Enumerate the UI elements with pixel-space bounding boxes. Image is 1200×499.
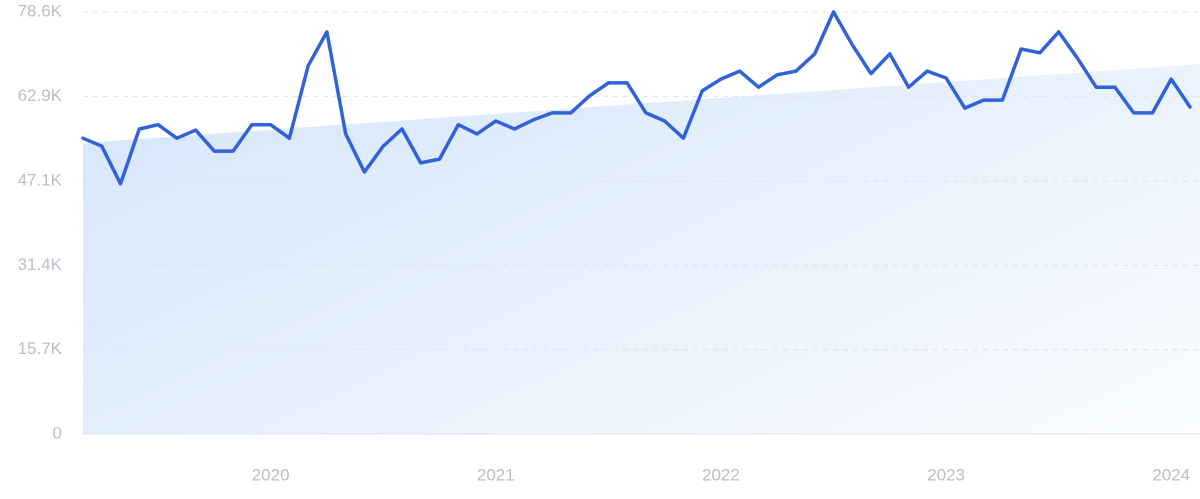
y-tick-label: 78.6K [18,1,63,20]
x-tick-label: 2020 [252,465,290,484]
x-tick-label: 2022 [702,465,740,484]
trend-area [83,64,1200,434]
line [81,10,1192,186]
y-tick-label: 0 [53,423,62,442]
x-tick-label: 2021 [477,465,515,484]
x-tick-label: 2024 [1152,465,1190,484]
y-tick-label: 62.9K [18,86,63,105]
y-tick-label: 15.7K [18,339,63,358]
x-tick-label: 2023 [927,465,965,484]
y-tick-label: 47.1K [18,171,63,190]
y-tick-label: 31.4K [18,255,63,274]
